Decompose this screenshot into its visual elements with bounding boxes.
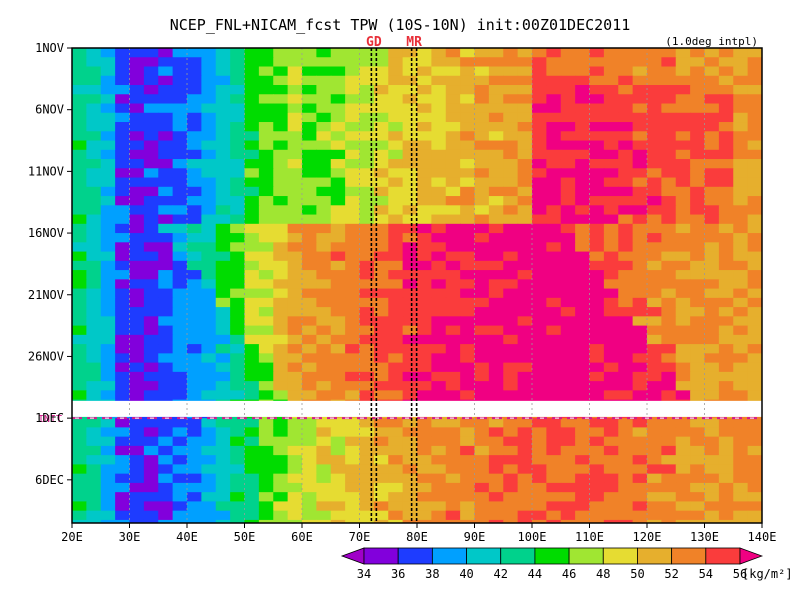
x-tick-label: 50E — [234, 530, 256, 544]
colorbar-swatch — [671, 547, 707, 565]
colorbar-swatch — [534, 547, 570, 565]
colorbar-tick-label: 54 — [699, 567, 713, 581]
colorbar-swatch — [637, 547, 673, 565]
colorbar-max-arrow — [739, 547, 764, 565]
x-tick-label: 90E — [464, 530, 486, 544]
x-tick-label: 20E — [61, 530, 83, 544]
colorbar-tick-label: 36 — [391, 567, 405, 581]
colorbar-swatch — [466, 547, 502, 565]
x-tick-label: 100E — [518, 530, 547, 544]
colorbar-unit: [kg/m²] — [742, 567, 793, 581]
colorbar-swatch — [705, 547, 741, 565]
marker-label-gd: GD — [366, 35, 382, 50]
colorbar-tick-label: 56 — [733, 567, 747, 581]
colorbar-swatch — [363, 547, 399, 565]
x-tick-label: 130E — [690, 530, 719, 544]
x-tick-label: 120E — [633, 530, 662, 544]
y-tick-label: 11NOV — [28, 164, 64, 178]
init-label: INIT — [38, 414, 62, 425]
y-tick-label: 26NOV — [28, 349, 64, 363]
colorbar-tick-label: 44 — [528, 567, 542, 581]
marker-label-mr: MR — [406, 35, 422, 50]
y-tick-label: 1NOV — [35, 41, 64, 55]
x-axis: 20E 30E 40E 50E 60E 70E 80E 90E 100E 110E 120E 130E… — [61, 523, 776, 544]
x-tick-label: 30E — [119, 530, 141, 544]
colorbar-tick-label: 46 — [562, 567, 576, 581]
y-tick-label: 16NOV — [28, 226, 64, 240]
colorbar-tick-label: 50 — [630, 567, 644, 581]
x-tick-label: 70E — [349, 530, 371, 544]
x-tick-label: 40E — [176, 530, 198, 544]
location-markers: GD MR — [366, 35, 422, 523]
colorbar-tick-label: 40 — [459, 567, 473, 581]
colorbar-tick-label: 48 — [596, 567, 610, 581]
x-tick-label: 140E — [748, 530, 777, 544]
x-tick-label: 60E — [291, 530, 313, 544]
colorbar-swatch — [397, 547, 433, 565]
colorbar-tick-label: 34 — [357, 567, 371, 581]
colorbar-swatch — [431, 547, 467, 565]
colorbar-min-arrow — [340, 547, 365, 565]
y-tick-label: 6NOV — [35, 103, 64, 117]
colorbar-swatch — [568, 547, 604, 565]
colorbar-tick-label: 52 — [664, 567, 678, 581]
chart-title: NCEP_FNL+NICAM_fcst TPW (10S-10N) init:0… — [170, 16, 631, 34]
colorbar-swatch — [602, 547, 638, 565]
y-tick-label: 6DEC — [35, 473, 64, 487]
plot-area — [72, 48, 762, 523]
x-tick-label: 110E — [575, 530, 604, 544]
chart-subtitle: (1.0deg intpl) — [665, 35, 758, 48]
colorbar-tick-label: 38 — [425, 567, 439, 581]
y-tick-label: 1DEC — [35, 411, 64, 425]
y-tick-label: 21NOV — [28, 288, 64, 302]
colorbar-tick-label: 42 — [494, 567, 508, 581]
x-tick-label: 80E — [406, 530, 428, 544]
colorbar: 34 36 38 40 42 44 46 48 50 52 54 56[kg/m²] — [340, 547, 793, 581]
colorbar-swatch — [500, 547, 536, 565]
y-axis: 1NOV 6NOV 11NOV 16NOV 21NOV 26NOV 1DEC 6DEC — [28, 41, 72, 487]
